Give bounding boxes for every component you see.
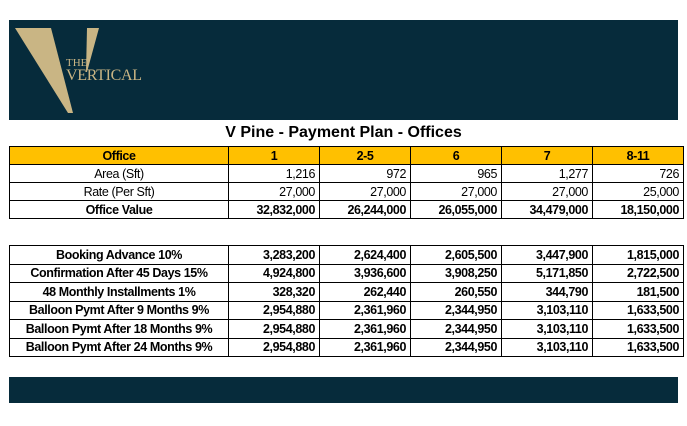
value-cell: 27,000 xyxy=(501,182,593,201)
header-cell: 1 xyxy=(228,146,320,165)
value-cell: 2,361,960 xyxy=(319,319,411,339)
logo-text-the: THE xyxy=(66,57,88,69)
header-cell: 7 xyxy=(501,146,593,165)
value-cell: 2,954,880 xyxy=(228,337,320,357)
value-cell: 1,633,500 xyxy=(592,319,684,339)
value-cell: 2,361,960 xyxy=(319,337,411,357)
value-cell: 26,244,000 xyxy=(319,200,411,219)
value-cell: 5,171,850 xyxy=(501,263,593,283)
value-cell: 27,000 xyxy=(319,182,411,201)
value-cell: 2,344,950 xyxy=(410,319,502,339)
row-label: 48 Monthly Installments 1% xyxy=(9,282,229,302)
the-vertical-logo-icon xyxy=(15,28,99,113)
value-cell: 3,447,900 xyxy=(501,245,593,265)
table-row: 48 Monthly Installments 1% 328,320 262,440… xyxy=(9,282,684,302)
row-label: Area (Sft) xyxy=(9,164,229,183)
value-cell: 25,000 xyxy=(592,182,684,201)
logo-text-vertical: VERTICAL xyxy=(66,67,142,84)
value-cell: 2,954,880 xyxy=(228,300,320,320)
table-row: Rate (Per Sft) 27,000 27,000 27,000 27,000 25… xyxy=(9,182,684,201)
value-cell: 4,924,800 xyxy=(228,263,320,283)
page-title: V Pine - Payment Plan - Offices xyxy=(225,124,462,141)
value-cell: 344,790 xyxy=(501,282,593,302)
value-cell: 1,216 xyxy=(228,164,320,183)
table-header-row: Office 1 2-5 6 7 8-11 xyxy=(9,146,684,165)
value-cell: 3,103,110 xyxy=(501,337,593,357)
row-label: Rate (Per Sft) xyxy=(9,182,229,201)
table-row: Balloon Pymt After 18 Months 9% 2,954,880… xyxy=(9,319,684,339)
value-cell: 3,908,250 xyxy=(410,263,502,283)
value-cell: 2,361,960 xyxy=(319,300,411,320)
row-label: Balloon Pymt After 9 Months 9% xyxy=(9,300,229,320)
row-label: Booking Advance 10% xyxy=(9,245,229,265)
value-cell: 27,000 xyxy=(228,182,320,201)
value-cell: 32,832,000 xyxy=(228,200,320,219)
value-cell: 2,624,400 xyxy=(319,245,411,265)
header-cell: Office xyxy=(9,146,229,165)
row-label: Balloon Pymt After 18 Months 9% xyxy=(9,319,229,339)
header-cell: 6 xyxy=(410,146,502,165)
value-cell: 2,344,950 xyxy=(410,337,502,357)
value-cell: 2,344,950 xyxy=(410,300,502,320)
value-cell: 3,936,600 xyxy=(319,263,411,283)
value-cell: 3,103,110 xyxy=(501,300,593,320)
value-cell: 34,479,000 xyxy=(501,200,593,219)
value-cell: 1,815,000 xyxy=(592,245,684,265)
header-banner: THE VERTICAL xyxy=(9,20,678,120)
value-cell: 26,055,000 xyxy=(410,200,502,219)
value-cell: 3,103,110 xyxy=(501,319,593,339)
value-cell: 1,633,500 xyxy=(592,300,684,320)
pricing-table: Office 1 2-5 6 7 8-11 Area (Sft) 1,216 972… xyxy=(9,146,684,219)
table-row: Balloon Pymt After 9 Months 9% 2,954,880 2… xyxy=(9,300,684,320)
value-cell: 18,150,000 xyxy=(592,200,684,219)
value-cell: 27,000 xyxy=(410,182,502,201)
payment-schedule-table: Booking Advance 10% 3,283,200 2,624,400 2,6… xyxy=(9,245,684,357)
value-cell: 2,954,880 xyxy=(228,319,320,339)
value-cell: 965 xyxy=(410,164,502,183)
value-cell: 2,722,500 xyxy=(592,263,684,283)
value-cell: 1,277 xyxy=(501,164,593,183)
value-cell: 2,605,500 xyxy=(410,245,502,265)
value-cell: 3,283,200 xyxy=(228,245,320,265)
table-row: Balloon Pymt After 24 Months 9% 2,954,880… xyxy=(9,337,684,357)
table-row: Office Value 32,832,000 26,244,000 26,055,0… xyxy=(9,200,684,219)
table-row: Confirmation After 45 Days 15% 4,924,800 3… xyxy=(9,263,684,283)
table-row: Booking Advance 10% 3,283,200 2,624,400 2,6… xyxy=(9,245,684,265)
value-cell: 1,633,500 xyxy=(592,337,684,357)
row-label: Confirmation After 45 Days 15% xyxy=(9,263,229,283)
value-cell: 726 xyxy=(592,164,684,183)
table-row: Area (Sft) 1,216 972 965 1,277 726 xyxy=(9,164,684,183)
value-cell: 181,500 xyxy=(592,282,684,302)
value-cell: 262,440 xyxy=(319,282,411,302)
row-label: Office Value xyxy=(9,200,229,219)
row-label: Balloon Pymt After 24 Months 9% xyxy=(9,337,229,357)
value-cell: 260,550 xyxy=(410,282,502,302)
value-cell: 328,320 xyxy=(228,282,320,302)
value-cell: 972 xyxy=(319,164,411,183)
footer-banner xyxy=(9,377,678,403)
header-cell: 8-11 xyxy=(592,146,684,165)
header-cell: 2-5 xyxy=(319,146,411,165)
